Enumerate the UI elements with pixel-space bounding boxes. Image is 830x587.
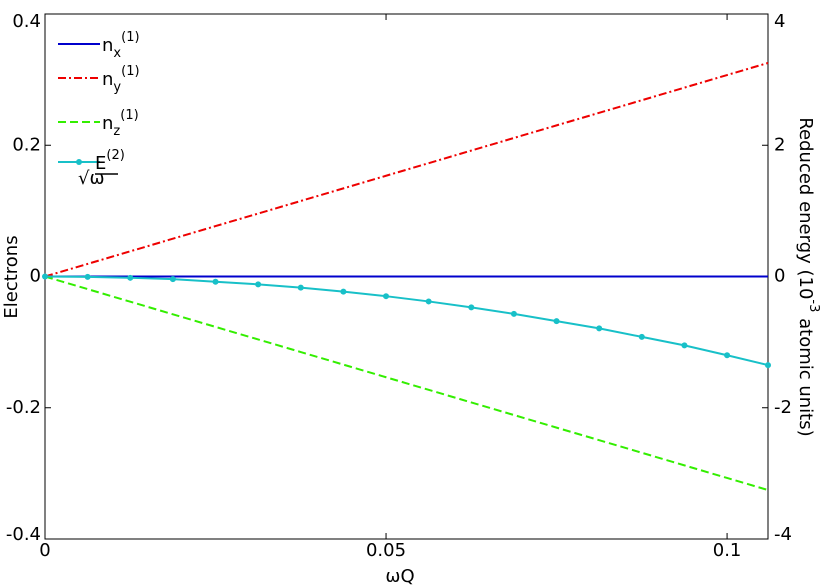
series-marker xyxy=(468,304,475,311)
series-marker xyxy=(638,333,645,340)
series-line xyxy=(44,275,769,492)
y2-tick-label: 2 xyxy=(774,134,785,155)
series-line xyxy=(44,275,769,367)
series-marker xyxy=(765,362,771,369)
series-marker xyxy=(425,298,432,305)
series-marker xyxy=(724,352,731,359)
x-tick-label: 0.1 xyxy=(713,540,742,561)
series-marker xyxy=(340,288,347,295)
series-marker xyxy=(84,273,91,280)
y-tick-label: 0 xyxy=(30,266,41,287)
legend-marker xyxy=(76,159,82,165)
y-tick-label: 0.2 xyxy=(12,134,41,155)
series-marker xyxy=(169,276,176,283)
y-tick-label: 0.4 xyxy=(12,11,41,32)
series-marker xyxy=(681,342,688,349)
legend-label: nx(1) xyxy=(102,30,140,61)
legend-label: nz(1) xyxy=(102,108,139,139)
y2-tick-label: -4 xyxy=(774,524,792,545)
legend-label: ny(1) xyxy=(102,64,140,95)
series-marker xyxy=(212,278,219,285)
y-tick-label: -0.4 xyxy=(6,524,41,545)
y2-tick-label: 0 xyxy=(774,266,785,287)
y-tick-label: -0.2 xyxy=(6,397,41,418)
series-marker xyxy=(383,293,390,300)
series-marker xyxy=(596,325,603,332)
series-marker xyxy=(127,274,134,281)
series-marker xyxy=(255,281,262,288)
y2-axis-label: Reduced energy (10-3 atomic units) xyxy=(795,117,822,436)
x-tick-label: 0 xyxy=(39,540,50,561)
series-marker xyxy=(553,318,560,325)
series-marker xyxy=(42,273,48,280)
series-line xyxy=(44,61,769,278)
y2-tick-label: -2 xyxy=(774,397,792,418)
x-tick-label: 0.05 xyxy=(366,540,406,561)
y-axis-label: Electrons xyxy=(1,235,22,318)
y2-tick-label: 4 xyxy=(774,11,785,32)
series-marker xyxy=(297,284,304,291)
series-marker xyxy=(510,310,517,317)
x-axis-label: ωQ xyxy=(385,566,414,587)
legend-label: E(2) √ω xyxy=(78,148,125,190)
